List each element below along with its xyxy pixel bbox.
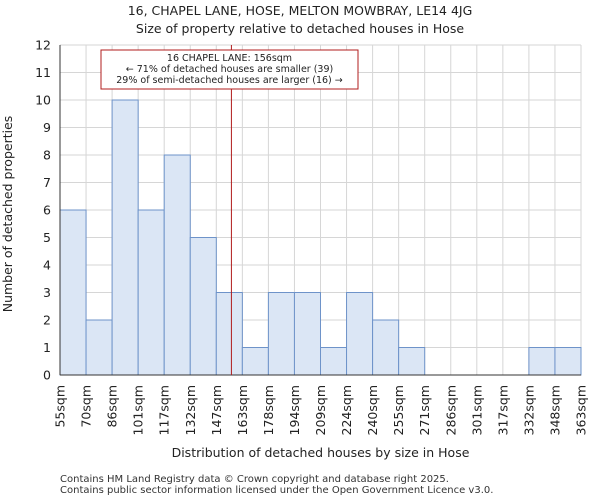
x-tick-label: 209sqm <box>313 385 328 435</box>
x-tick-label: 70sqm <box>79 385 94 428</box>
x-tick-label: 147sqm <box>209 385 224 435</box>
y-tick-label: 4 <box>43 258 51 273</box>
y-tick-label: 5 <box>43 230 51 245</box>
bar-layer <box>59 99 582 376</box>
x-tick-label: 117sqm <box>157 385 172 435</box>
x-tick-label: 317sqm <box>495 385 510 435</box>
annotation-box: 16 CHAPEL LANE: 156sqm ← 71% of detached… <box>100 49 359 90</box>
x-tick-label: 132sqm <box>183 385 198 435</box>
histogram-bar <box>241 347 269 376</box>
histogram-bar <box>137 209 165 376</box>
x-tick-label: 348sqm <box>547 385 562 435</box>
annotation-line3: 29% of semi-detached houses are larger (… <box>116 75 343 86</box>
y-tick-label: 3 <box>43 285 51 300</box>
chart-title-line1: 16, CHAPEL LANE, HOSE, MELTON MOWBRAY, L… <box>127 3 473 18</box>
histogram-bar <box>554 347 582 376</box>
y-tick-label: 2 <box>43 313 51 328</box>
histogram-bar <box>372 319 400 376</box>
y-axis-label: Number of detached properties <box>0 116 15 313</box>
x-tick-label: 163sqm <box>235 385 250 435</box>
annotation-line1: 16 CHAPEL LANE: 156sqm <box>167 53 292 64</box>
histogram-bar <box>59 209 87 376</box>
annotation-border <box>100 49 359 90</box>
x-tick-label: 178sqm <box>261 385 276 435</box>
x-tick-label: 286sqm <box>443 385 458 435</box>
histogram-bar <box>267 292 295 376</box>
y-tick-label: 6 <box>43 203 51 218</box>
y-tick-label: 8 <box>43 148 51 163</box>
footer: Contains HM Land Registry data © Crown c… <box>60 474 493 496</box>
x-tick-label: 332sqm <box>521 385 536 435</box>
x-tick-label: 271sqm <box>417 385 432 435</box>
histogram-bar <box>320 347 348 376</box>
annotation-line2: ← 71% of detached houses are smaller (39… <box>126 64 333 75</box>
histogram-bar <box>111 99 139 376</box>
x-axis-label: Distribution of detached houses by size … <box>172 445 470 460</box>
x-tick-label: 194sqm <box>287 385 302 435</box>
chart-title-line2: Size of property relative to detached ho… <box>135 21 465 36</box>
x-tick-label: 363sqm <box>574 385 589 435</box>
y-tick-label: 9 <box>43 120 51 135</box>
y-tick-label: 11 <box>35 65 51 80</box>
histogram-bar <box>346 292 374 376</box>
histogram-bar <box>163 154 191 376</box>
x-tick-label: 301sqm <box>469 385 484 435</box>
y-tick-label: 7 <box>43 175 51 190</box>
footer-line2: Contains public sector information licen… <box>60 485 494 496</box>
histogram-bar <box>215 292 243 376</box>
y-tick-label: 10 <box>35 93 51 108</box>
x-tick-label: 55sqm <box>53 385 68 428</box>
histogram-bar <box>528 347 556 376</box>
x-tick-label: 240sqm <box>365 385 380 435</box>
histogram-bar <box>189 237 217 376</box>
footer-line1: Contains HM Land Registry data © Crown c… <box>60 474 449 485</box>
histogram-bar <box>85 319 113 376</box>
x-tick-label: 224sqm <box>339 385 354 435</box>
x-tick-label: 86sqm <box>105 385 120 428</box>
y-tick-label: 1 <box>43 340 51 355</box>
x-tick-label: 101sqm <box>131 385 146 435</box>
histogram-bar <box>293 292 322 376</box>
x-tick-label: 255sqm <box>391 385 406 435</box>
grid-layer <box>59 44 582 376</box>
chart-title: 16, CHAPEL LANE, HOSE, MELTON MOWBRAY, L… <box>0 2 600 38</box>
histogram-bar <box>398 347 426 376</box>
y-tick-label: 12 <box>35 38 51 53</box>
y-tick-label: 0 <box>43 368 51 383</box>
